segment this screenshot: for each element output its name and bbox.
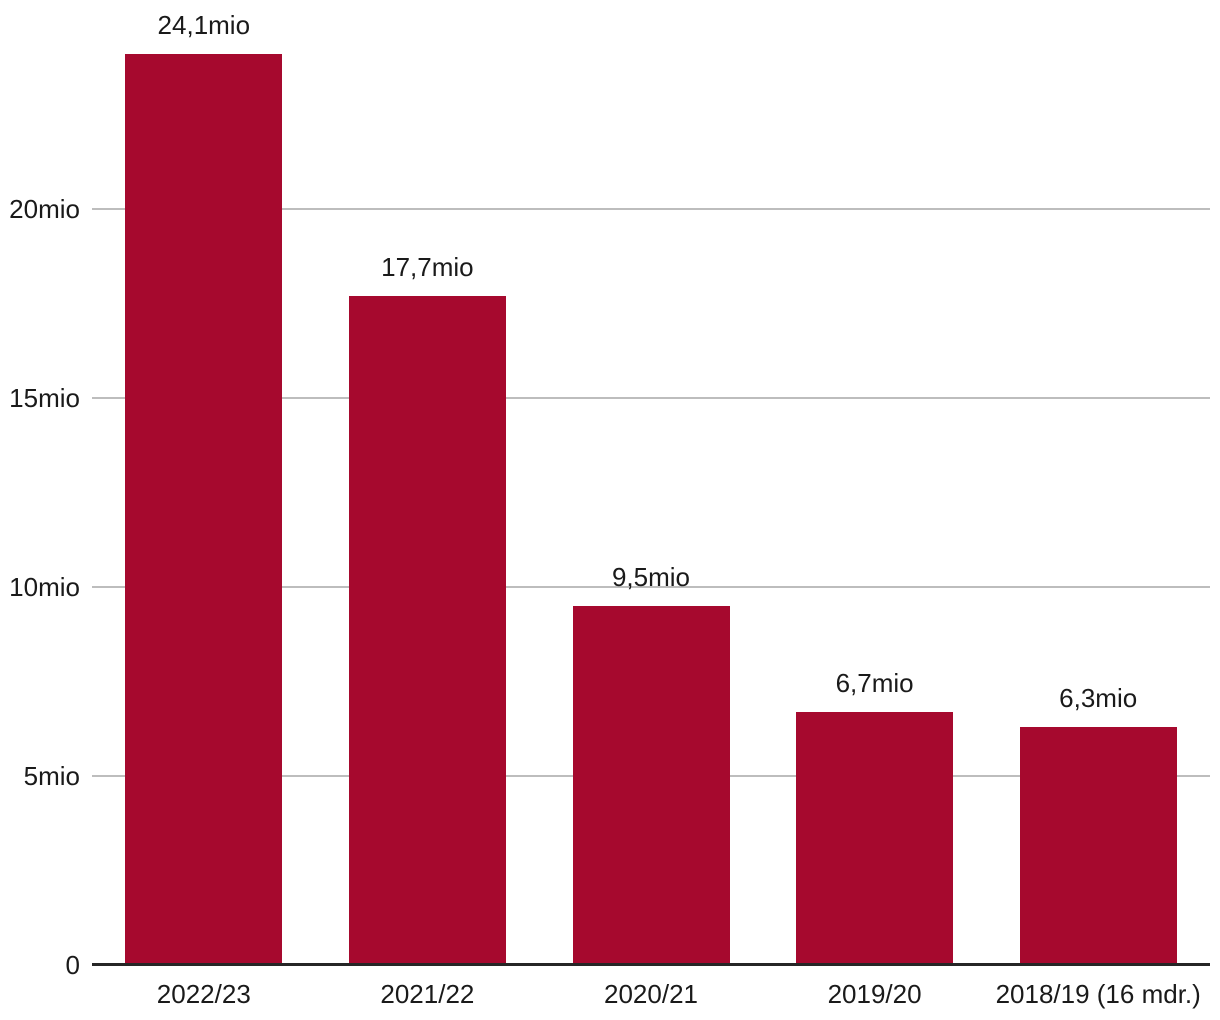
- y-axis-tick-label: 15mio: [9, 383, 80, 413]
- bar-2018/19 (16 mdr.): [1019, 726, 1177, 965]
- x-axis-category-label: 2020/21: [604, 979, 698, 1009]
- y-axis-tick-label: 0: [65, 950, 80, 980]
- y-axis-tick-label: 20mio: [9, 194, 80, 224]
- bar-2019/20: [796, 711, 954, 965]
- bar-value-label: 24,1mio: [157, 10, 251, 41]
- y-axis-tick-label: 10mio: [9, 572, 80, 602]
- bar-value-label: 17,7mio: [381, 251, 474, 282]
- bar-2022/23: [125, 54, 283, 965]
- x-axis-category-label: 2022/23: [156, 979, 251, 1009]
- bar-value-label: 6,7mio: [835, 667, 914, 698]
- x-axis-line: [92, 963, 1210, 966]
- bar-value-label: 6,3mio: [1059, 682, 1138, 713]
- bar-value-label: 9,5mio: [611, 561, 691, 592]
- bar-2020/21: [572, 605, 730, 965]
- x-axis-category-label: 2021/22: [380, 979, 475, 1009]
- y-axis-tick-label: 5mio: [23, 761, 80, 791]
- gridline-10mio: [92, 586, 1210, 588]
- gridline-15mio: [92, 397, 1210, 399]
- gridline-20mio: [92, 208, 1210, 210]
- x-axis-category-label: 2019/20: [827, 979, 922, 1009]
- x-axis-category-label: 2018/19 (16 mdr.): [995, 979, 1201, 1009]
- bar-2021/22: [348, 295, 506, 965]
